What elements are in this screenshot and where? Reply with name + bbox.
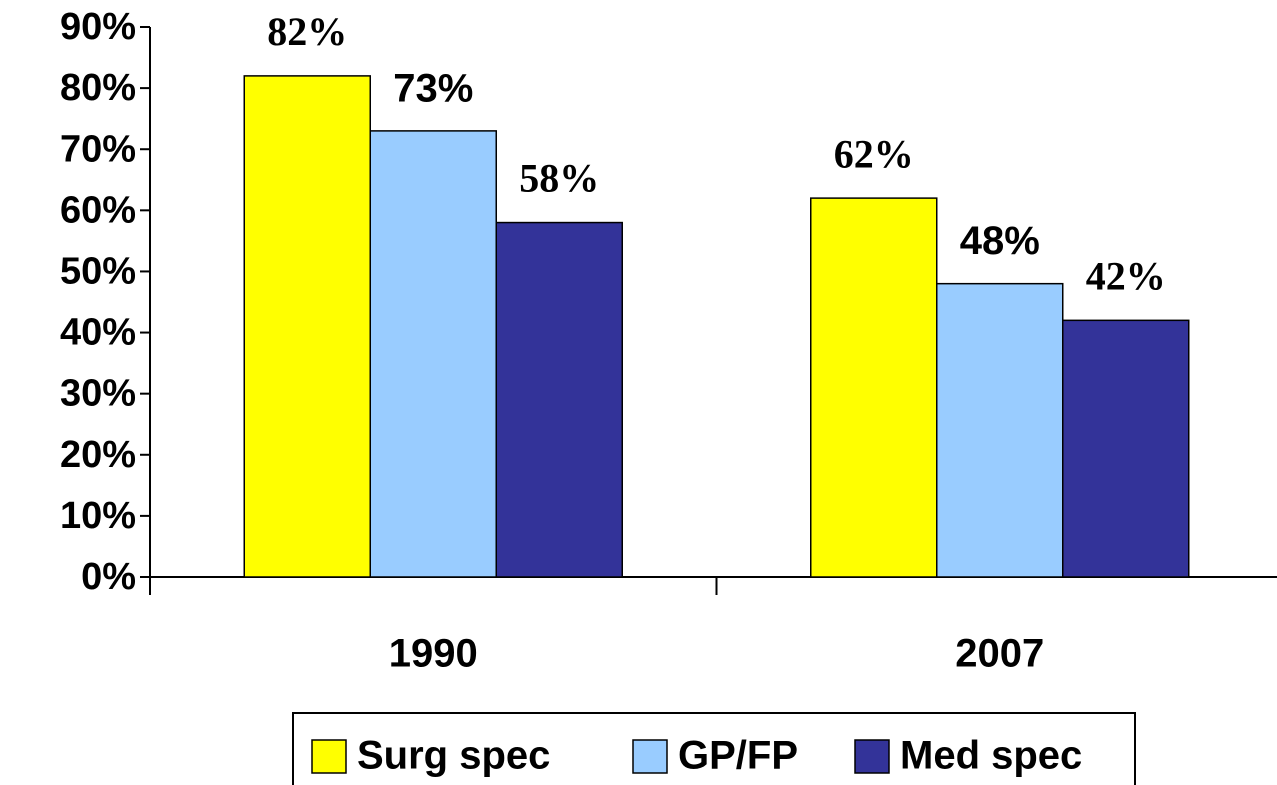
y-tick-label: 80% [60, 67, 136, 109]
value-label: 73% [393, 66, 473, 110]
bar [810, 197, 938, 578]
legend-swatch [632, 739, 668, 774]
y-tick-label: 30% [60, 373, 136, 415]
y-tick-label: 40% [60, 312, 136, 354]
y-tick-label: 0% [81, 556, 136, 598]
y-tick-label: 90% [60, 6, 136, 48]
y-tick-label: 10% [60, 495, 136, 537]
bar [1062, 319, 1190, 578]
bar [369, 130, 497, 578]
bar [936, 282, 1064, 578]
y-tick-label: 50% [60, 250, 136, 292]
y-tick-label: 60% [60, 189, 136, 231]
x-tick-label: 1990 [389, 632, 478, 676]
legend-label: Surg spec [357, 734, 550, 778]
value-label: 58% [519, 156, 599, 201]
value-label: 48% [960, 219, 1040, 263]
bar [243, 75, 371, 578]
value-label: 62% [834, 131, 914, 176]
legend-box [292, 712, 1136, 785]
legend-label: Med spec [900, 734, 1082, 778]
legend-swatch [854, 739, 890, 774]
y-tick-label: 70% [60, 128, 136, 170]
value-label: 82% [267, 9, 347, 54]
bar [495, 221, 623, 578]
legend-label: GP/FP [678, 734, 798, 778]
x-tick-label: 2007 [955, 632, 1044, 676]
legend-swatch [311, 739, 347, 774]
y-tick-label: 20% [60, 434, 136, 476]
value-label: 42% [1086, 254, 1166, 299]
